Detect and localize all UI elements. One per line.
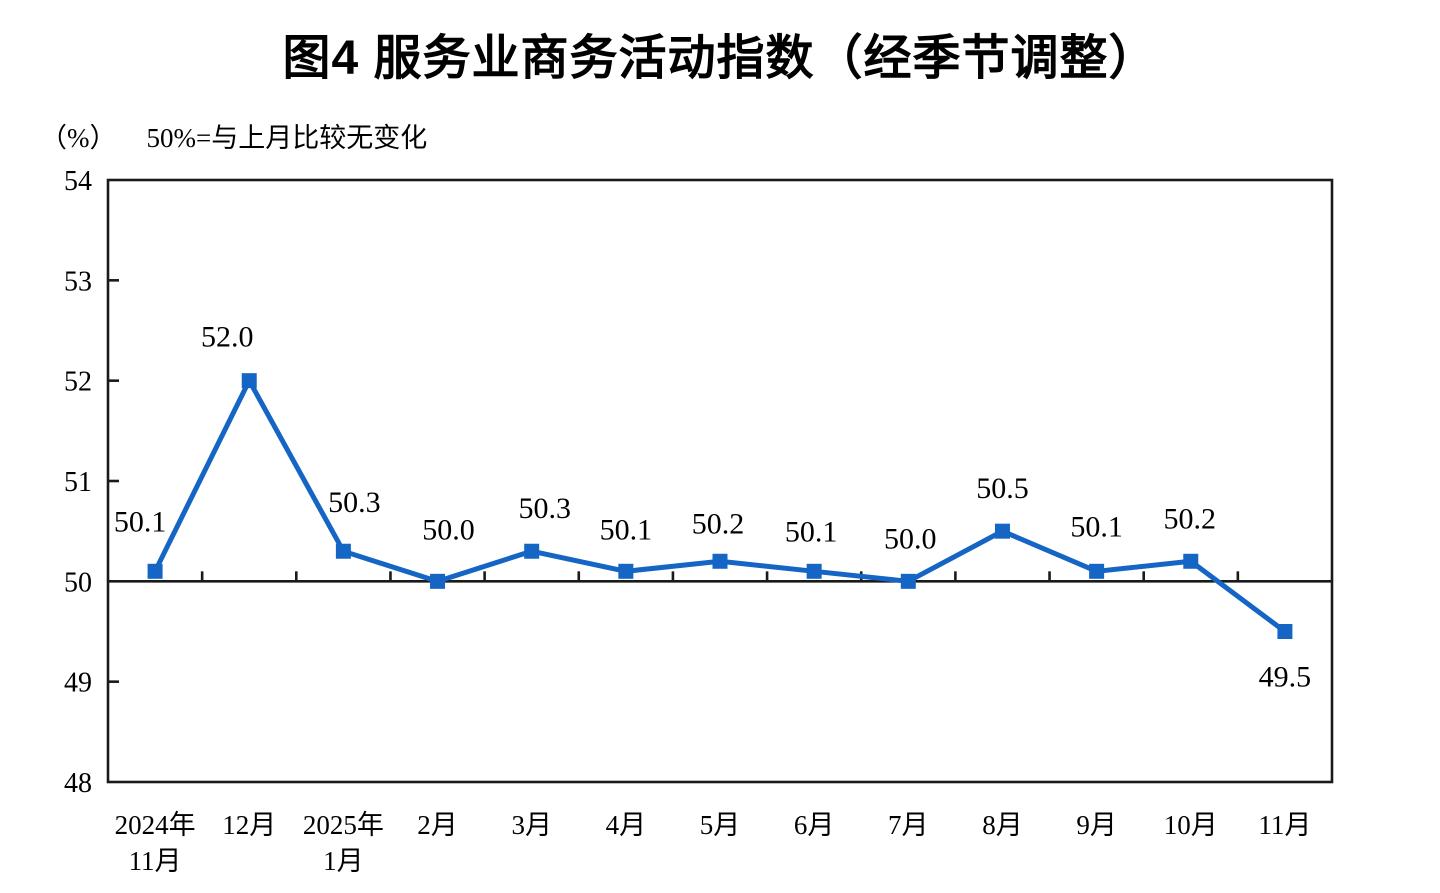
data-point-label: 50.0: [422, 513, 475, 546]
data-point-label: 50.5: [976, 472, 1029, 505]
x-axis-label-line: 6月: [794, 810, 835, 840]
x-axis-label: 8月: [982, 810, 1023, 840]
axis-unit-note: （%） 50%=与上月比较无变化: [40, 116, 427, 155]
x-axis-label-line: 1月: [323, 846, 364, 876]
data-point-label: 50.2: [692, 507, 745, 540]
data-point-label: 49.5: [1259, 661, 1312, 694]
data-point-marker: [147, 563, 163, 579]
data-point-marker: [1183, 553, 1199, 569]
x-axis-label: 6月: [794, 810, 835, 840]
data-point-label: 50.1: [1070, 510, 1123, 543]
x-axis-label-line: 8月: [982, 810, 1023, 840]
x-axis-label: 7月: [888, 810, 929, 840]
x-axis-label-line: 2025年: [303, 810, 384, 840]
data-point-marker: [994, 523, 1010, 539]
y-axis-label: 52: [64, 367, 92, 398]
chart-title: 图4 服务业商务活动指数（经季节调整）: [282, 32, 1158, 85]
data-point-marker: [241, 373, 257, 389]
data-point-label: 50.3: [518, 492, 571, 525]
plot-frame: [106, 178, 1334, 784]
x-axis-label: 12月: [222, 810, 276, 840]
x-axis-label: 9月: [1076, 810, 1117, 840]
x-axis-label-line: 12月: [222, 810, 276, 840]
y-axis-label: 53: [64, 266, 92, 297]
x-axis-label-line: 10月: [1164, 810, 1218, 840]
reference-note: 50%=与上月比较无变化: [146, 123, 428, 153]
x-axis-label-line: 5月: [700, 810, 741, 840]
y-axis-label: 54: [64, 166, 92, 197]
x-axis-label: 3月: [511, 810, 552, 840]
data-point-marker: [900, 573, 916, 589]
y-axis-label: 51: [64, 467, 92, 498]
data-point-marker: [806, 563, 822, 579]
data-point-label: 50.1: [785, 515, 838, 548]
data-point-marker: [712, 553, 728, 569]
data-point-marker: [335, 543, 351, 559]
data-point-marker: [1089, 563, 1105, 579]
series-line: [152, 375, 1287, 634]
x-axis-label: 2024年 11月: [115, 810, 196, 876]
y-axis-label: 49: [64, 668, 92, 699]
data-point-label: 52.0: [201, 321, 254, 354]
data-point-marker: [524, 543, 540, 559]
data-point-marker: [618, 563, 634, 579]
x-axis-label-line: 2024年: [115, 810, 196, 840]
data-point-label: 50.3: [328, 486, 381, 519]
x-axis-label: 5月: [700, 810, 741, 840]
x-axis-label: 11月: [1258, 810, 1311, 840]
y-axis-label: 48: [64, 768, 92, 799]
data-point-label: 50.1: [600, 513, 653, 546]
x-axis-label-line: 3月: [511, 810, 552, 840]
unit-label: （%）: [40, 123, 117, 153]
x-axis-label-line: 2月: [417, 810, 458, 840]
x-axis-label-line: 11月: [1258, 810, 1311, 840]
x-axis-label: 4月: [606, 810, 647, 840]
x-axis-label: 10月: [1164, 810, 1218, 840]
data-point-marker: [1277, 624, 1293, 639]
data-point-label: 50.0: [884, 522, 937, 555]
x-axis-label-line: 4月: [606, 810, 647, 840]
x-axis-label: 2025年 1月: [303, 810, 384, 876]
y-axis-label: 50: [64, 567, 92, 598]
x-axis-label: 2月: [417, 810, 458, 840]
x-axis-label-line: 7月: [888, 810, 929, 840]
x-axis-label-line: 9月: [1076, 810, 1117, 840]
data-point-label: 50.1: [114, 505, 167, 538]
data-point-marker: [430, 573, 446, 589]
x-axis-label-line: 11月: [129, 846, 182, 876]
data-point-label: 50.2: [1164, 502, 1217, 535]
